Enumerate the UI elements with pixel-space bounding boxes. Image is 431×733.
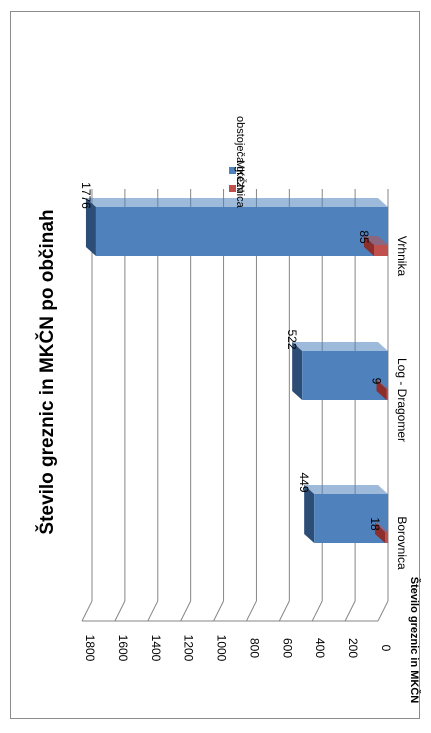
legend-swatch [229, 167, 236, 174]
bar [302, 351, 388, 400]
y-tick-label: 1800 [83, 635, 97, 662]
bar-top [304, 485, 315, 543]
y-axis-label: Število greznic in MKČN [408, 577, 421, 704]
y-tick-label: 400 [313, 638, 327, 658]
data-label: 9 [370, 378, 384, 385]
bar-top [364, 236, 375, 256]
bars: 449 18 522 9 1776 85 [79, 182, 389, 543]
bar [385, 532, 388, 543]
y-tick-label: 600 [280, 638, 294, 658]
y-tick-label: 1400 [149, 635, 163, 662]
bar-top [292, 342, 303, 400]
gridline-floor [147, 600, 159, 622]
y-tick-label: 0 [379, 645, 393, 652]
legend-swatch [229, 185, 236, 192]
gridline-floor [311, 600, 323, 622]
data-label: 18 [368, 517, 382, 531]
bar-top [375, 523, 386, 543]
gridline-floor [81, 600, 93, 622]
bar-side [375, 523, 388, 532]
y-tick-label: 1000 [215, 635, 229, 662]
data-label: 522 [285, 329, 299, 349]
gridline-floor [180, 600, 192, 622]
data-label: 85 [357, 230, 371, 244]
gridline-floor [114, 600, 126, 622]
data-label: 1776 [79, 182, 93, 209]
y-tick-label: 1200 [182, 635, 196, 662]
y-tick-label: 1600 [116, 635, 130, 662]
bar-side [85, 198, 389, 207]
bar-top [85, 198, 96, 256]
bar [374, 245, 388, 256]
category-label: Vrhnika [395, 236, 409, 277]
legend-label: obstoječa greznica [234, 116, 246, 209]
y-tick-label: 200 [346, 638, 360, 658]
gridline-floor [278, 600, 290, 622]
data-label: 449 [297, 472, 311, 492]
category-label: Log - Dragomer [395, 358, 409, 442]
gridline-floor [344, 600, 356, 622]
bar-side [292, 342, 388, 351]
bar-side [304, 485, 388, 494]
bar-top [376, 380, 387, 400]
category-label: Borovnica [395, 516, 409, 570]
gridline-floor [245, 600, 257, 622]
y-axis-ticks: 0 200 400 600 800 1000 1200 1400 1600 1800 [83, 635, 393, 662]
gridline-floor [377, 600, 389, 622]
bar-side [364, 236, 388, 245]
y-tick-label: 800 [247, 638, 261, 658]
chart-title: Število greznic in MKČN po občinah [36, 209, 58, 534]
bar-side [376, 380, 388, 389]
bar [95, 207, 389, 256]
bar [314, 494, 388, 543]
bar [386, 389, 388, 400]
legend-label: MKČN [234, 160, 247, 192]
chart-frame [10, 11, 420, 719]
category-labels: Borovnica Log - Dragomer Vrhnika [395, 236, 409, 570]
gridline-floor [213, 600, 225, 622]
